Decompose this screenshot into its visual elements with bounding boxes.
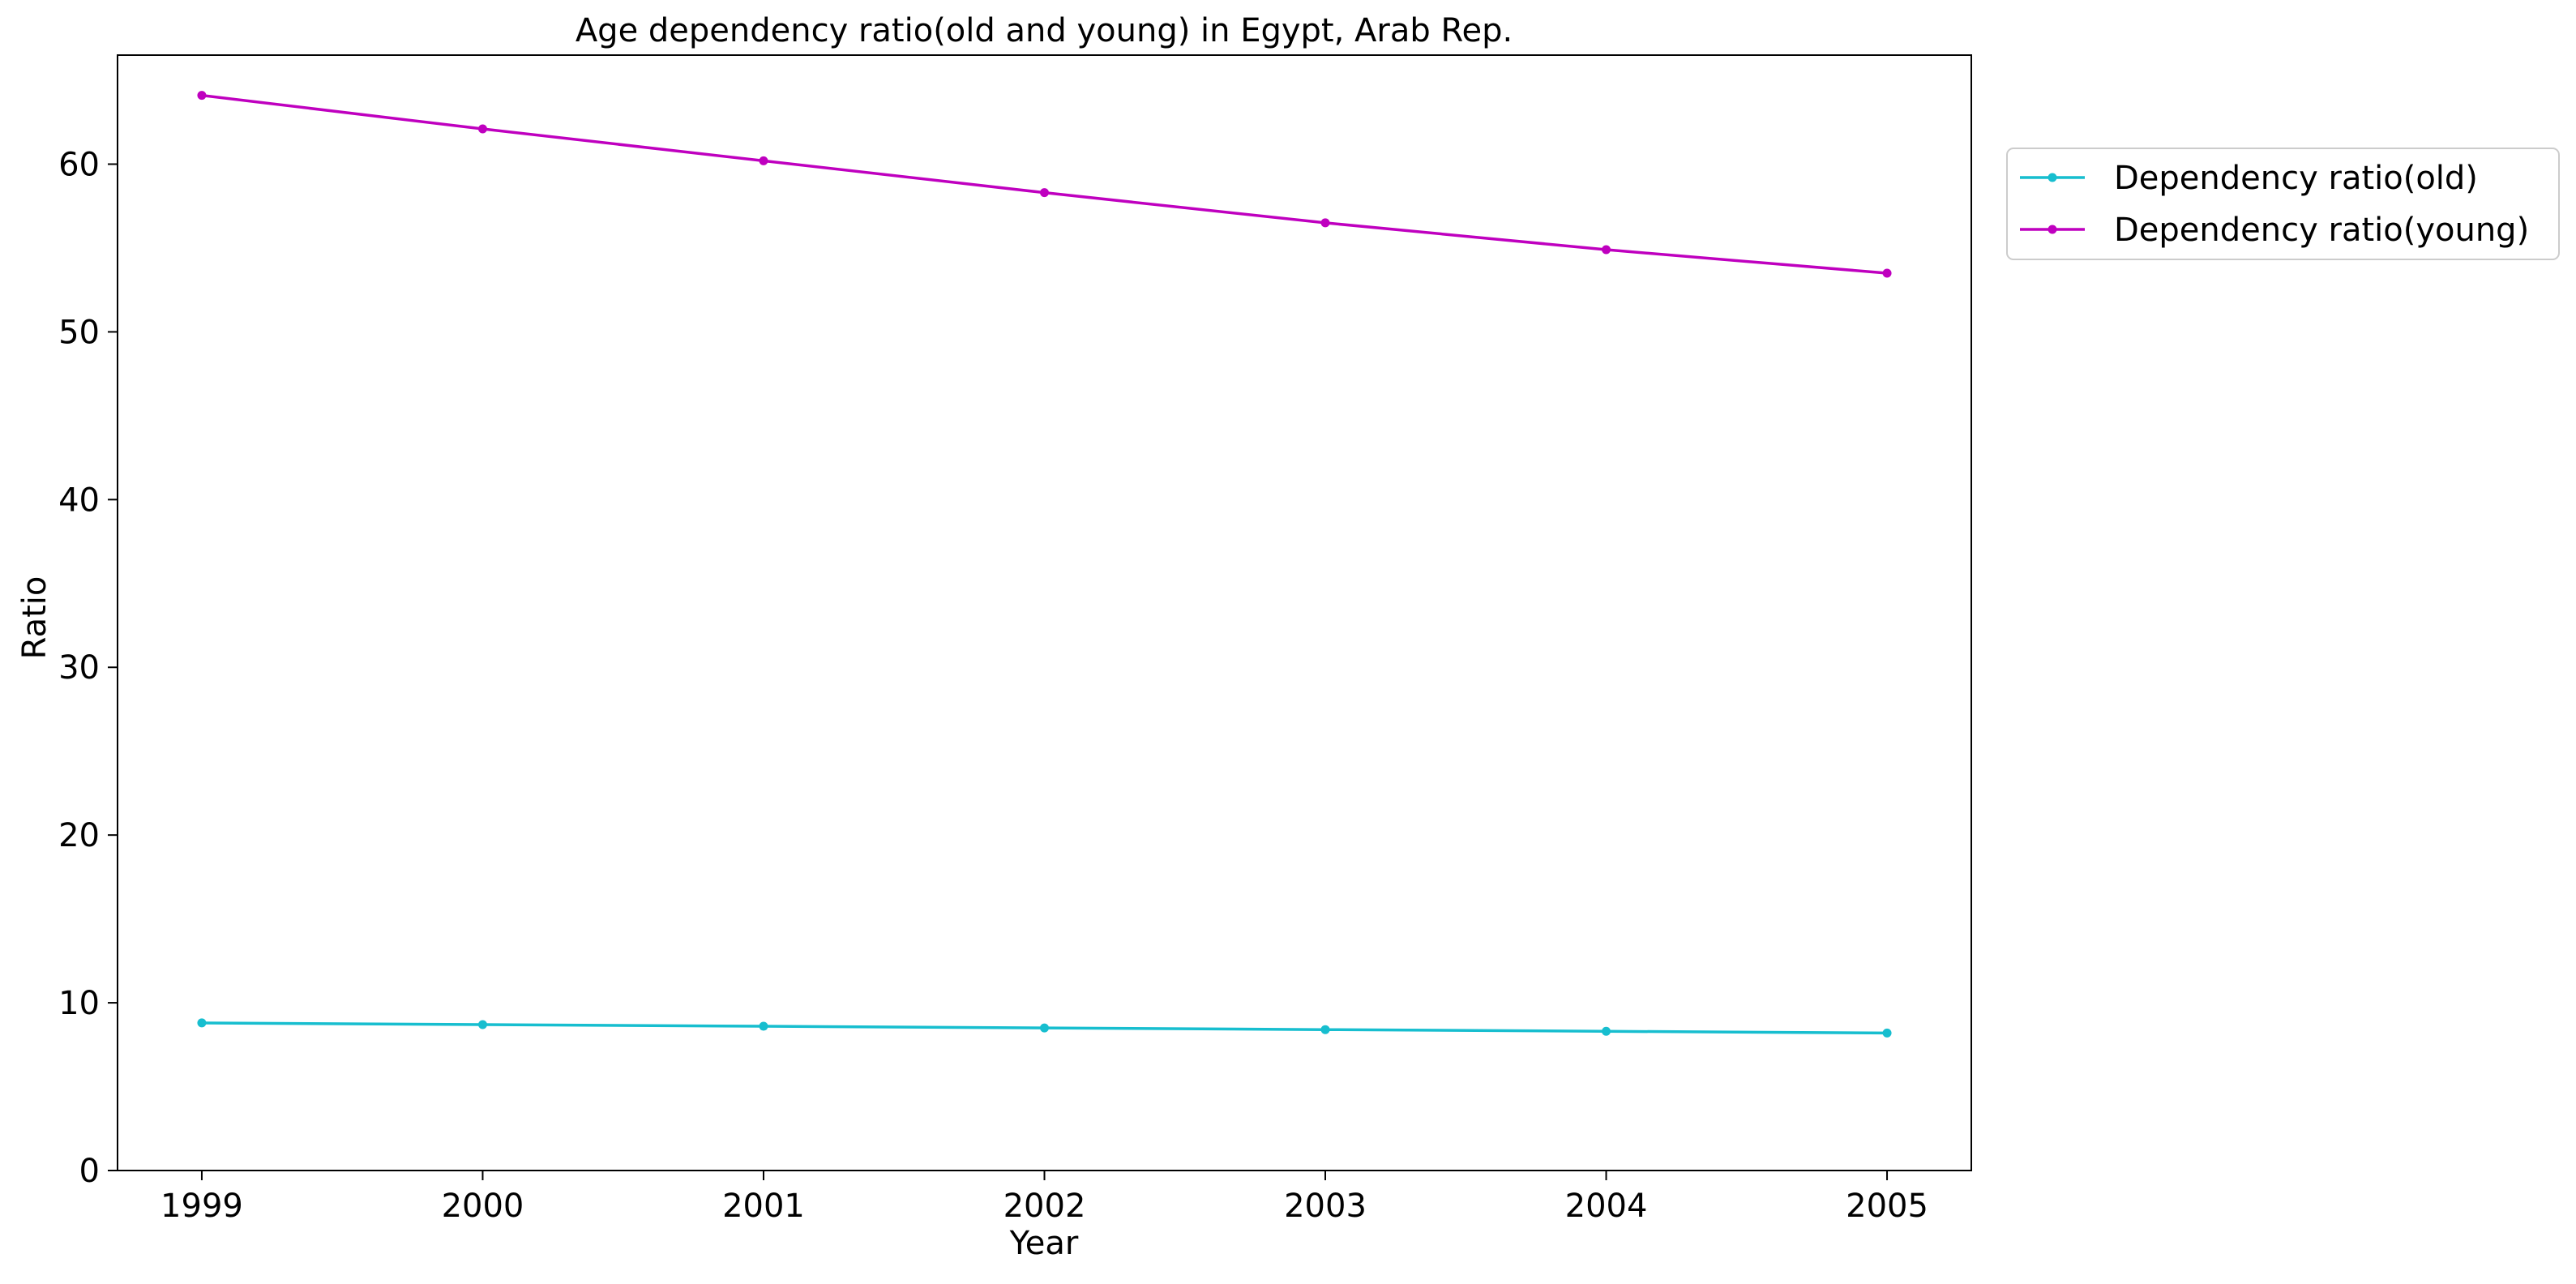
series-2-point [1602,245,1611,255]
series-1-point [1040,1023,1049,1033]
series-line-2 [201,93,1888,275]
series-2-point [197,91,207,101]
axes-frame [117,54,1972,1171]
series-2-point [1040,188,1049,198]
x-axis-label: Year [1009,1225,1079,1262]
y-tick-label: 0 [79,1153,100,1190]
x-tick-label: 2004 [1565,1188,1648,1225]
series-1-point [477,1020,487,1029]
series-2-point [477,124,487,134]
x-tick-label: 2002 [1003,1188,1086,1225]
y-tick-label: 10 [58,985,100,1022]
y-tick-label: 30 [58,649,100,687]
legend-marker-1 [2048,173,2057,182]
x-tick-label: 1999 [160,1188,243,1225]
series-1-point [1602,1026,1611,1036]
legend-marker-2 [2048,225,2057,234]
y-tick-label: 40 [58,481,100,519]
x-tick-label: 2005 [1846,1188,1928,1225]
legend: Dependency ratio(old) Dependency ratio(yo… [2006,148,2560,260]
y-tick-label: 60 [58,146,100,183]
y-tick-label: 20 [58,817,100,854]
series-1-point [759,1021,768,1031]
series-1-point [1882,1028,1892,1038]
series-1-point [197,1018,207,1028]
y-axis-label: Ratio [16,576,53,660]
series-2-point [1320,218,1330,228]
series-2-point [759,156,768,165]
plot-area: 0 10 20 30 40 50 60 1999 2000 2001 2002 2003 2004 200… [58,54,1972,1225]
y-tick-label: 50 [58,314,100,351]
x-tick-label: 2000 [442,1188,524,1225]
x-tick-label: 2003 [1284,1188,1367,1225]
series-1-point [1320,1025,1330,1034]
x-tick-label: 2001 [722,1188,805,1225]
legend-label-2: Dependency ratio(young) [2114,212,2529,249]
legend-box [2006,148,2560,260]
chart-title: Age dependency ratio(old and young) in E… [576,12,1513,49]
legend-label-1: Dependency ratio(old) [2114,160,2478,197]
series-2-point [1882,268,1892,278]
